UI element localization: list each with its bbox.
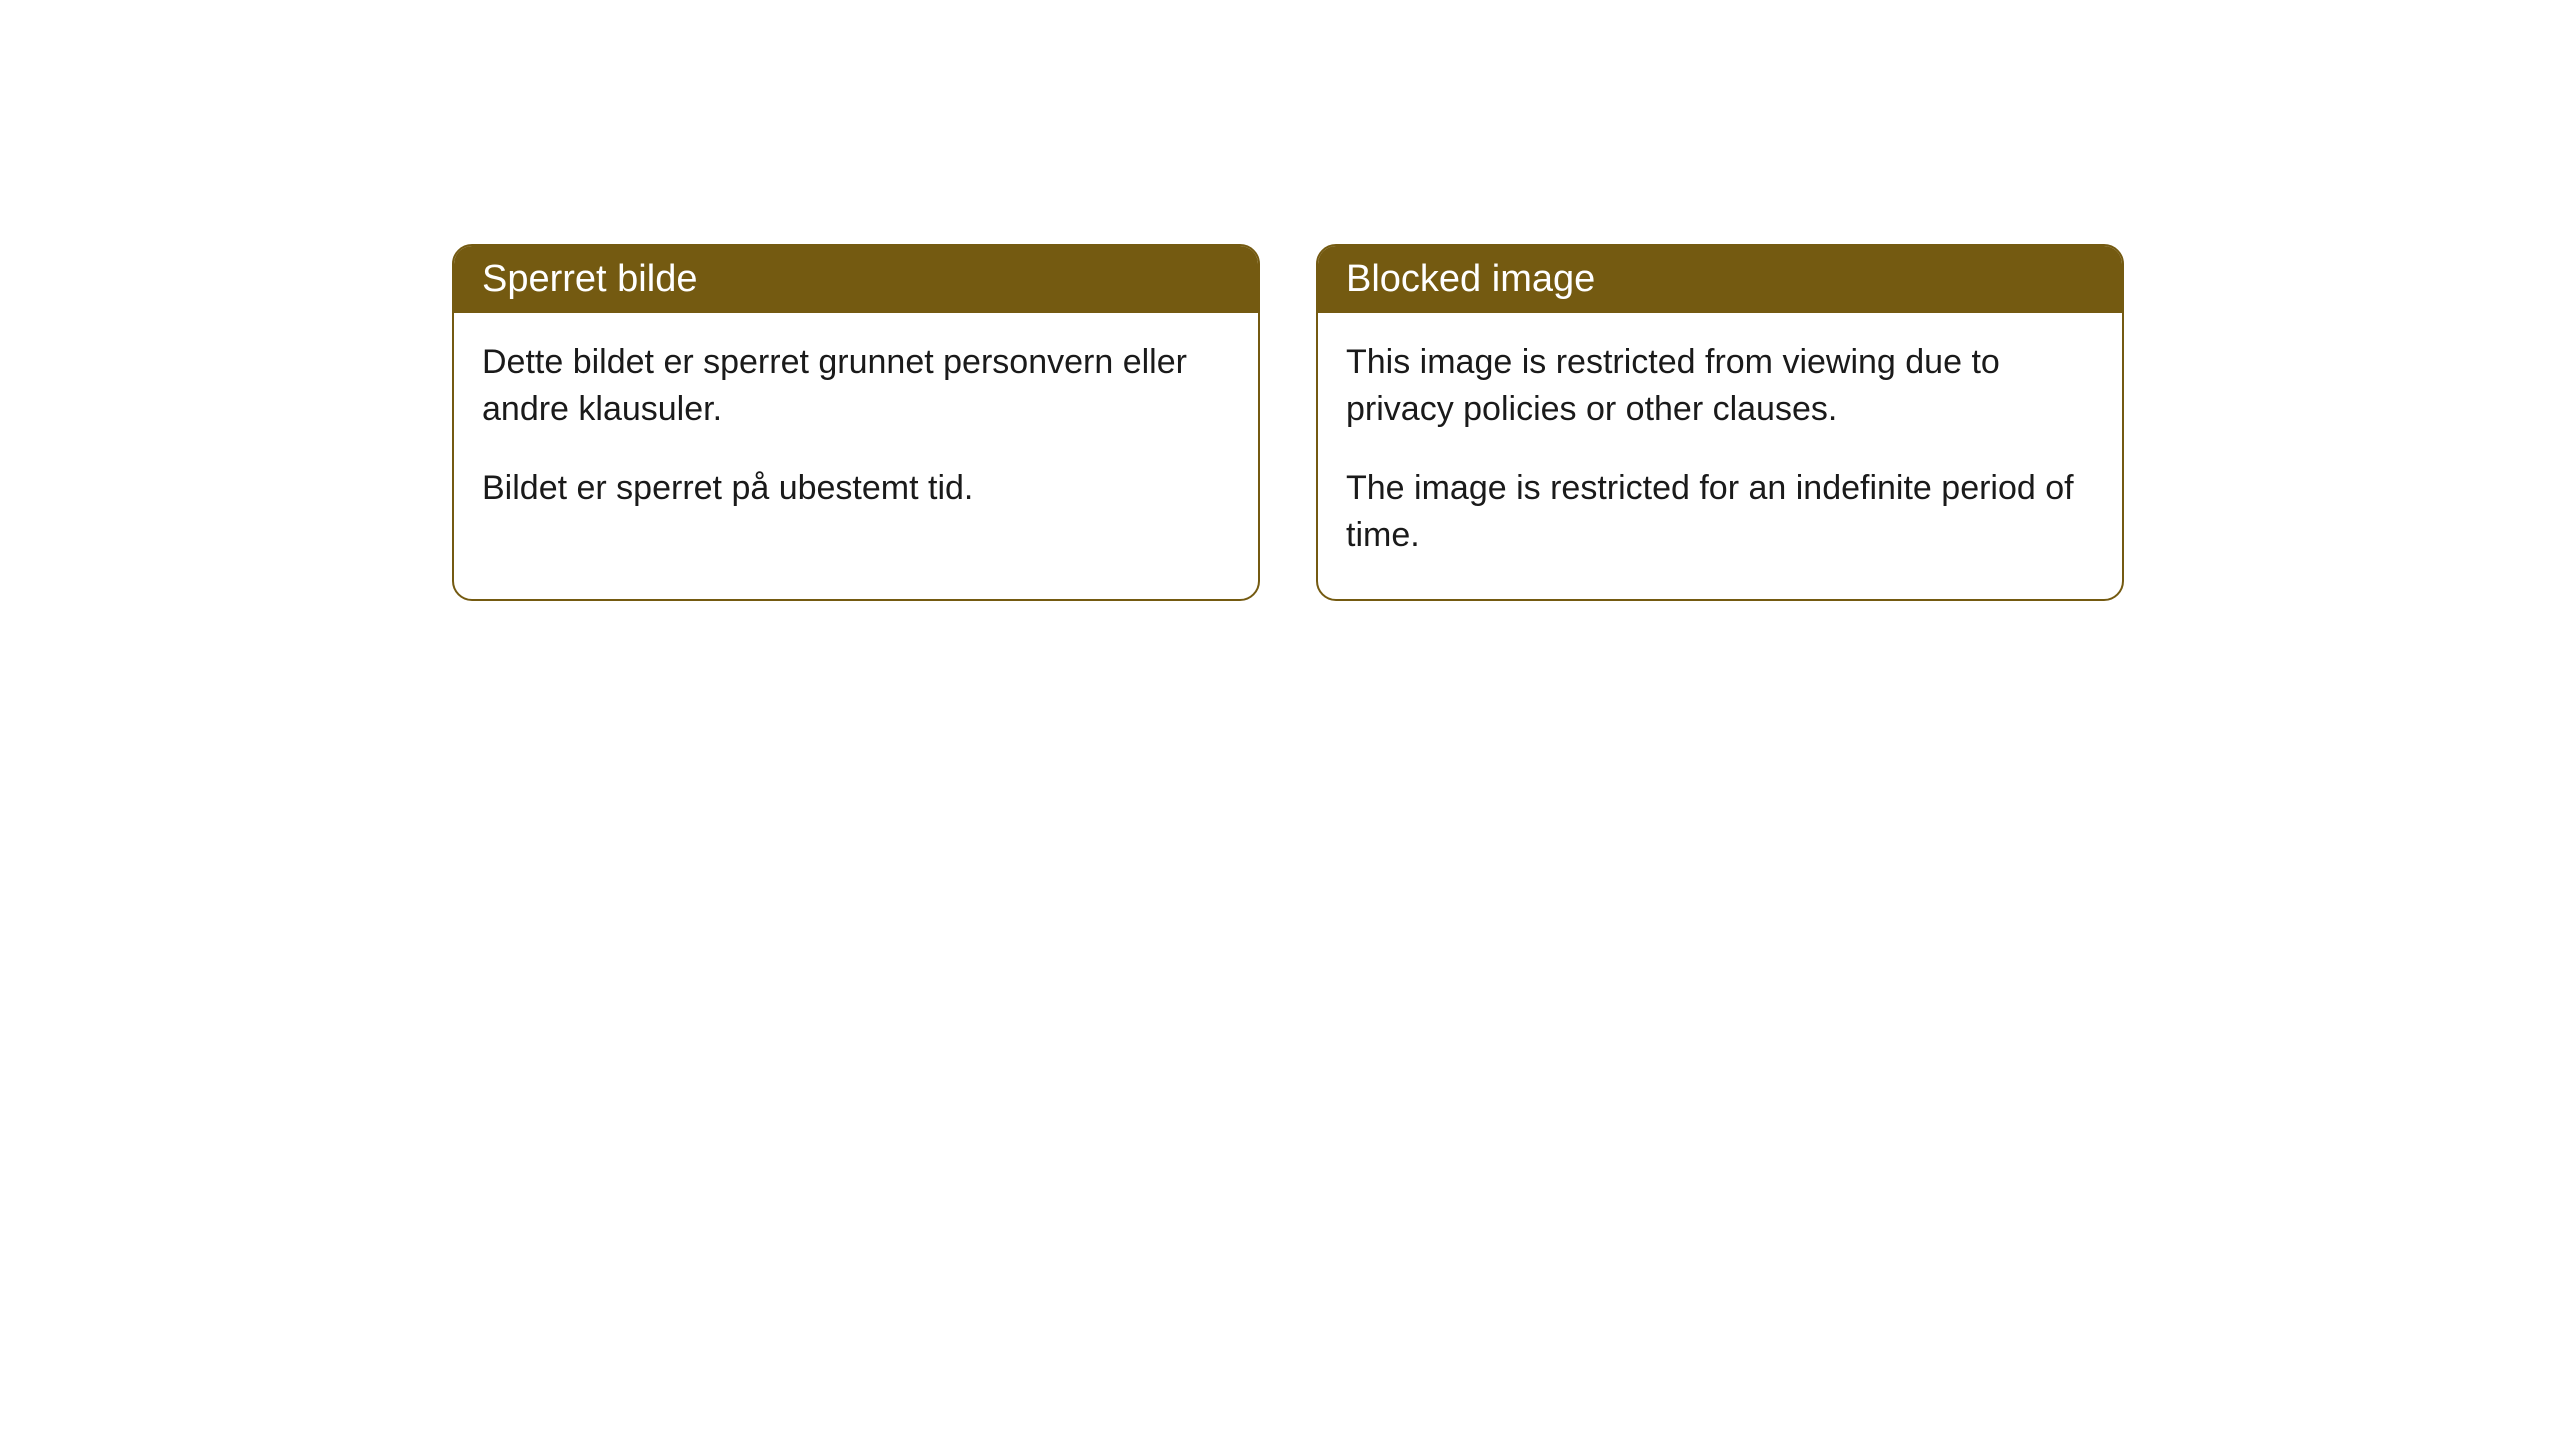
card-paragraph-2: The image is restricted for an indefinit… (1346, 465, 2094, 559)
card-body-english: This image is restricted from viewing du… (1318, 313, 2122, 599)
cards-container: Sperret bilde Dette bildet er sperret gr… (0, 0, 2560, 601)
card-paragraph-2: Bildet er sperret på ubestemt tid. (482, 465, 1230, 512)
card-title: Blocked image (1346, 258, 1595, 300)
blocked-image-card-english: Blocked image This image is restricted f… (1316, 244, 2124, 601)
card-title: Sperret bilde (482, 258, 697, 300)
card-paragraph-1: Dette bildet er sperret grunnet personve… (482, 339, 1230, 433)
card-header-english: Blocked image (1318, 246, 2122, 313)
card-paragraph-1: This image is restricted from viewing du… (1346, 339, 2094, 433)
blocked-image-card-norwegian: Sperret bilde Dette bildet er sperret gr… (452, 244, 1260, 601)
card-header-norwegian: Sperret bilde (454, 246, 1258, 313)
card-body-norwegian: Dette bildet er sperret grunnet personve… (454, 313, 1258, 552)
